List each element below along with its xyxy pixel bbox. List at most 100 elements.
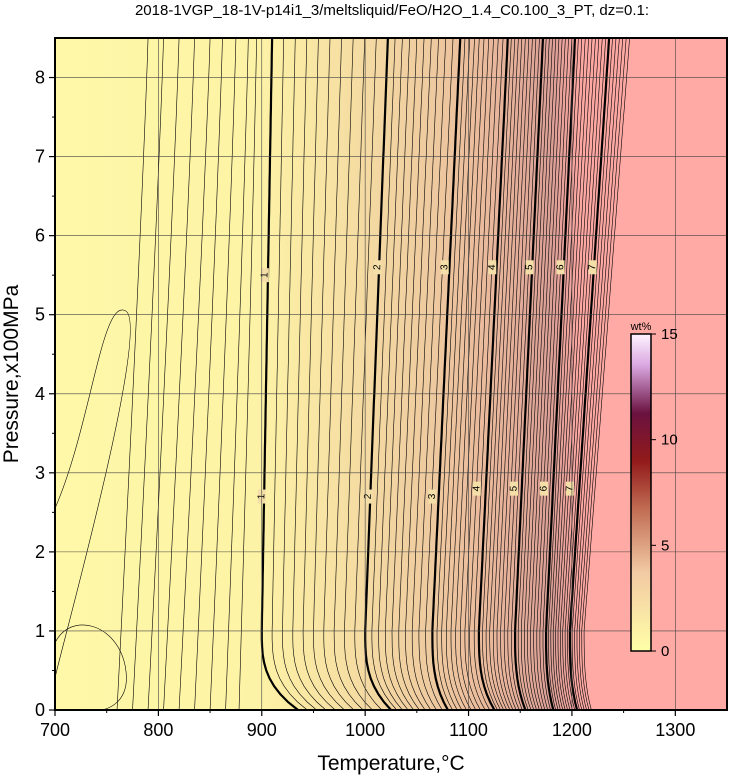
minor-contour xyxy=(559,38,596,710)
x-tick-label: 700 xyxy=(40,720,70,740)
x-tick-label: 1000 xyxy=(345,720,385,740)
major-contour xyxy=(514,38,545,710)
y-tick-label: 6 xyxy=(35,226,45,246)
minor-contour xyxy=(163,38,195,710)
contour-label-bg xyxy=(472,481,481,496)
minor-contour xyxy=(178,38,211,710)
contour-label-bg xyxy=(373,260,382,275)
minor-contour xyxy=(132,38,164,710)
minor-contour xyxy=(485,38,516,710)
x-tick-label: 1200 xyxy=(552,720,592,740)
minor-contour xyxy=(391,38,418,710)
contour-label-bg xyxy=(556,260,565,275)
contour-label: 1 xyxy=(259,272,270,278)
major-contour xyxy=(431,38,462,710)
minor-contour xyxy=(571,38,613,710)
y-tick-label: 1 xyxy=(35,621,45,641)
contour-label: 3 xyxy=(427,493,438,499)
closed-contour xyxy=(55,624,127,710)
minor-contour xyxy=(116,38,149,710)
minor-contour xyxy=(550,38,583,710)
minor-contour xyxy=(385,38,410,710)
contour-label: 4 xyxy=(487,264,498,270)
minor-contour xyxy=(282,38,317,710)
minor-contour xyxy=(371,38,397,710)
colorbar-tick-label: 0 xyxy=(661,643,669,660)
minor-contour xyxy=(194,38,223,710)
minor-contour xyxy=(225,38,249,710)
minor-contour xyxy=(503,38,533,710)
minor-contour xyxy=(460,38,490,710)
contour-label-bg xyxy=(510,481,519,496)
minor-contour xyxy=(527,38,557,710)
contour-label: 5 xyxy=(524,264,535,270)
minor-contour xyxy=(496,38,526,710)
x-tick-label: 1100 xyxy=(449,720,488,740)
colorbar-tick-label: 15 xyxy=(661,326,678,343)
minor-contour xyxy=(576,38,620,710)
major-contour xyxy=(364,38,392,710)
minor-contour xyxy=(313,38,345,710)
minor-contour xyxy=(581,38,627,710)
y-tick-label: 3 xyxy=(35,463,45,483)
y-tick-label: 5 xyxy=(35,305,45,325)
minor-contour xyxy=(517,38,547,710)
minor-contour xyxy=(493,38,523,710)
minor-contour xyxy=(574,38,617,710)
minor-contour xyxy=(405,38,432,710)
minor-contour xyxy=(333,38,364,710)
minor-contour xyxy=(567,38,606,710)
major-contour xyxy=(260,38,299,710)
minor-contour xyxy=(436,38,466,710)
minor-contour xyxy=(378,38,403,710)
minor-contour xyxy=(344,38,373,710)
major-contour xyxy=(477,38,509,710)
y-tick-label: 2 xyxy=(35,542,45,562)
minor-contour xyxy=(521,38,550,710)
colorbar-tick-label: 10 xyxy=(661,432,678,449)
contour-label-bg xyxy=(540,481,549,496)
minor-contour xyxy=(450,38,480,710)
y-tick-label: 7 xyxy=(35,147,45,167)
chart-title: 2018-1VGP_18-1V-p14i1_3/meltsliquid/FeO/… xyxy=(135,2,649,19)
minor-contour xyxy=(539,38,569,710)
minor-contour xyxy=(507,38,537,710)
contour-label: 3 xyxy=(439,264,450,270)
minor-contour xyxy=(441,38,471,710)
contour-label-bg xyxy=(364,489,373,504)
minor-contour xyxy=(209,38,237,710)
minor-contour xyxy=(564,38,603,710)
major-contour xyxy=(545,38,577,710)
colorbar-tick-label: 5 xyxy=(661,537,669,554)
minor-contour xyxy=(464,38,494,710)
minor-contour xyxy=(354,38,382,710)
minor-contour xyxy=(489,38,519,710)
contour-label: 5 xyxy=(509,485,520,491)
contour-label-bg xyxy=(440,260,449,275)
minor-contour xyxy=(238,38,257,710)
minor-contour xyxy=(446,38,475,710)
plot-frame xyxy=(54,37,728,711)
y-tick-label: 4 xyxy=(35,384,45,404)
contour-label-bg xyxy=(525,260,534,275)
minor-contour xyxy=(469,38,499,710)
contour-label: 7 xyxy=(564,485,575,491)
minor-contour xyxy=(271,38,308,710)
x-tick-label: 1300 xyxy=(655,720,695,740)
minor-contour xyxy=(302,38,336,710)
y-axis-title: Pressure,x100MPa xyxy=(0,284,23,463)
minor-contour xyxy=(425,38,454,710)
saturated-region xyxy=(584,38,727,710)
colorbar-unit: wt% xyxy=(630,321,652,333)
minor-contour xyxy=(562,38,600,710)
minor-contour xyxy=(548,38,579,710)
contour-label: 2 xyxy=(363,493,374,499)
contour-label-bg xyxy=(260,268,269,283)
minor-contour xyxy=(398,38,425,710)
y-tick-label: 0 xyxy=(35,700,45,720)
y-tick-label: 8 xyxy=(35,68,45,88)
minor-contour xyxy=(473,38,504,710)
x-tick-label: 800 xyxy=(143,720,173,740)
